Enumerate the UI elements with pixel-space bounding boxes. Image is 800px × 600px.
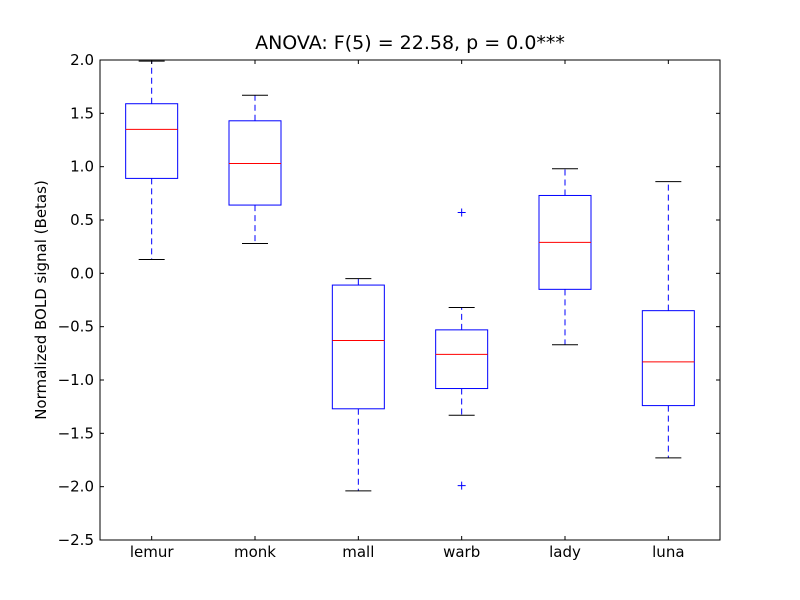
box-mall [331,278,385,492]
y-tick-label: 1.5 [70,104,94,122]
x-tick-label: monk [234,543,276,561]
x-tick-label: lemur [130,543,175,561]
x-tick-label: mall [342,543,374,561]
outlier-marker [457,208,466,217]
outlier-marker [457,481,466,490]
iqr-box [125,103,179,179]
y-tick-label: −1.5 [58,424,94,442]
y-tick-label: −2.0 [58,478,94,496]
y-tick-label: −2.5 [58,531,94,549]
iqr-box [228,120,282,206]
y-axis-label: Normalized BOLD signal (Betas) [32,180,50,420]
iqr-box [331,284,385,410]
box-monk [228,94,282,244]
y-tick-label: 0.5 [70,211,94,229]
iqr-box [641,310,695,407]
x-axis: lemur monk mall warb lady luna [130,60,685,561]
y-tick-label: 0.0 [70,264,94,282]
x-tick-label: luna [652,543,684,561]
x-tick-label: warb [443,543,480,561]
plot-area [125,60,695,492]
axes-frame [99,59,721,541]
x-tick-label: lady [549,543,581,561]
box-luna [641,181,695,459]
chart-title: ANOVA: F(5) = 22.58, p = 0.0*** [255,32,565,54]
y-tick-label: 1.0 [70,158,94,176]
y-tick-label: 2.0 [70,51,94,69]
y-axis: 2.0 1.5 1.0 0.5 0.0 −0.5 −1.0 −1.5 −2.0 −2.5 [58,51,720,549]
iqr-box [435,329,489,390]
box-lady [538,168,592,346]
y-tick-label: −1.0 [58,371,94,389]
y-tick-label: −0.5 [58,318,94,336]
box-warb [435,208,489,490]
box-lemur [125,60,179,260]
